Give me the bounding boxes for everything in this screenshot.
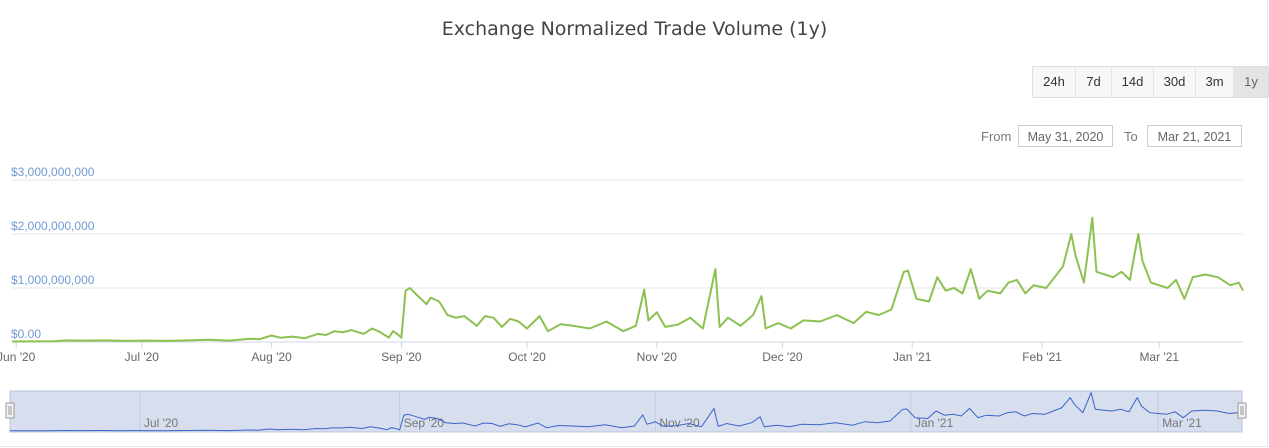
range-button-30d[interactable]: 30d bbox=[1153, 67, 1195, 97]
x-tick-label: Dec '20 bbox=[762, 350, 803, 364]
x-tick-label: Nov '20 bbox=[637, 350, 678, 364]
navigator-line bbox=[10, 391, 1243, 432]
navigator-left-handle[interactable] bbox=[5, 402, 15, 419]
chart-title: Exchange Normalized Trade Volume (1y) bbox=[441, 18, 828, 40]
navigator-tick-label: Mar '21 bbox=[1162, 416, 1202, 430]
range-selector: 24h 7d 14d 30d 3m 1y bbox=[1032, 66, 1269, 98]
x-tick-label: Sep '20 bbox=[381, 350, 422, 364]
x-tick-label: Feb '21 bbox=[1022, 350, 1062, 364]
navigator-tick-label: Sep '20 bbox=[404, 416, 445, 430]
to-date-input[interactable]: Mar 21, 2021 bbox=[1147, 125, 1242, 147]
range-button-24h[interactable]: 24h bbox=[1043, 74, 1065, 89]
x-tick-label: Oct '20 bbox=[508, 350, 546, 364]
range-button-14d[interactable]: 14d bbox=[1111, 67, 1153, 97]
from-date-input[interactable]: May 31, 2020 bbox=[1018, 125, 1113, 147]
navigator-tick-label: Jul '20 bbox=[144, 416, 179, 430]
x-tick-label: Mar '21 bbox=[1139, 350, 1179, 364]
navigator-tick-label: Nov '20 bbox=[659, 416, 700, 430]
x-tick-label: Jun '20 bbox=[0, 350, 36, 364]
y-tick-label: $1,000,000,000 bbox=[11, 273, 95, 287]
navigator-right-handle[interactable] bbox=[1237, 402, 1247, 419]
to-label: To bbox=[1124, 129, 1138, 144]
from-label: From bbox=[981, 129, 1012, 144]
range-button-1y[interactable]: 1y bbox=[1233, 67, 1268, 97]
range-button-7d[interactable]: 7d bbox=[1075, 67, 1111, 97]
navigator-selection bbox=[9, 390, 1243, 433]
navigator-tick-label: Jan '21 bbox=[915, 416, 954, 430]
volume-line bbox=[11, 216, 1244, 343]
range-button-3m[interactable]: 3m bbox=[1195, 67, 1233, 97]
y-tick-label: $3,000,000,000 bbox=[11, 165, 95, 179]
y-tick-label: $2,000,000,000 bbox=[11, 219, 95, 233]
y-tick-label: $0.00 bbox=[11, 327, 41, 341]
x-tick-label: Aug '20 bbox=[251, 350, 292, 364]
x-tick-label: Jul '20 bbox=[125, 350, 160, 364]
x-tick-label: Jan '21 bbox=[893, 350, 932, 364]
